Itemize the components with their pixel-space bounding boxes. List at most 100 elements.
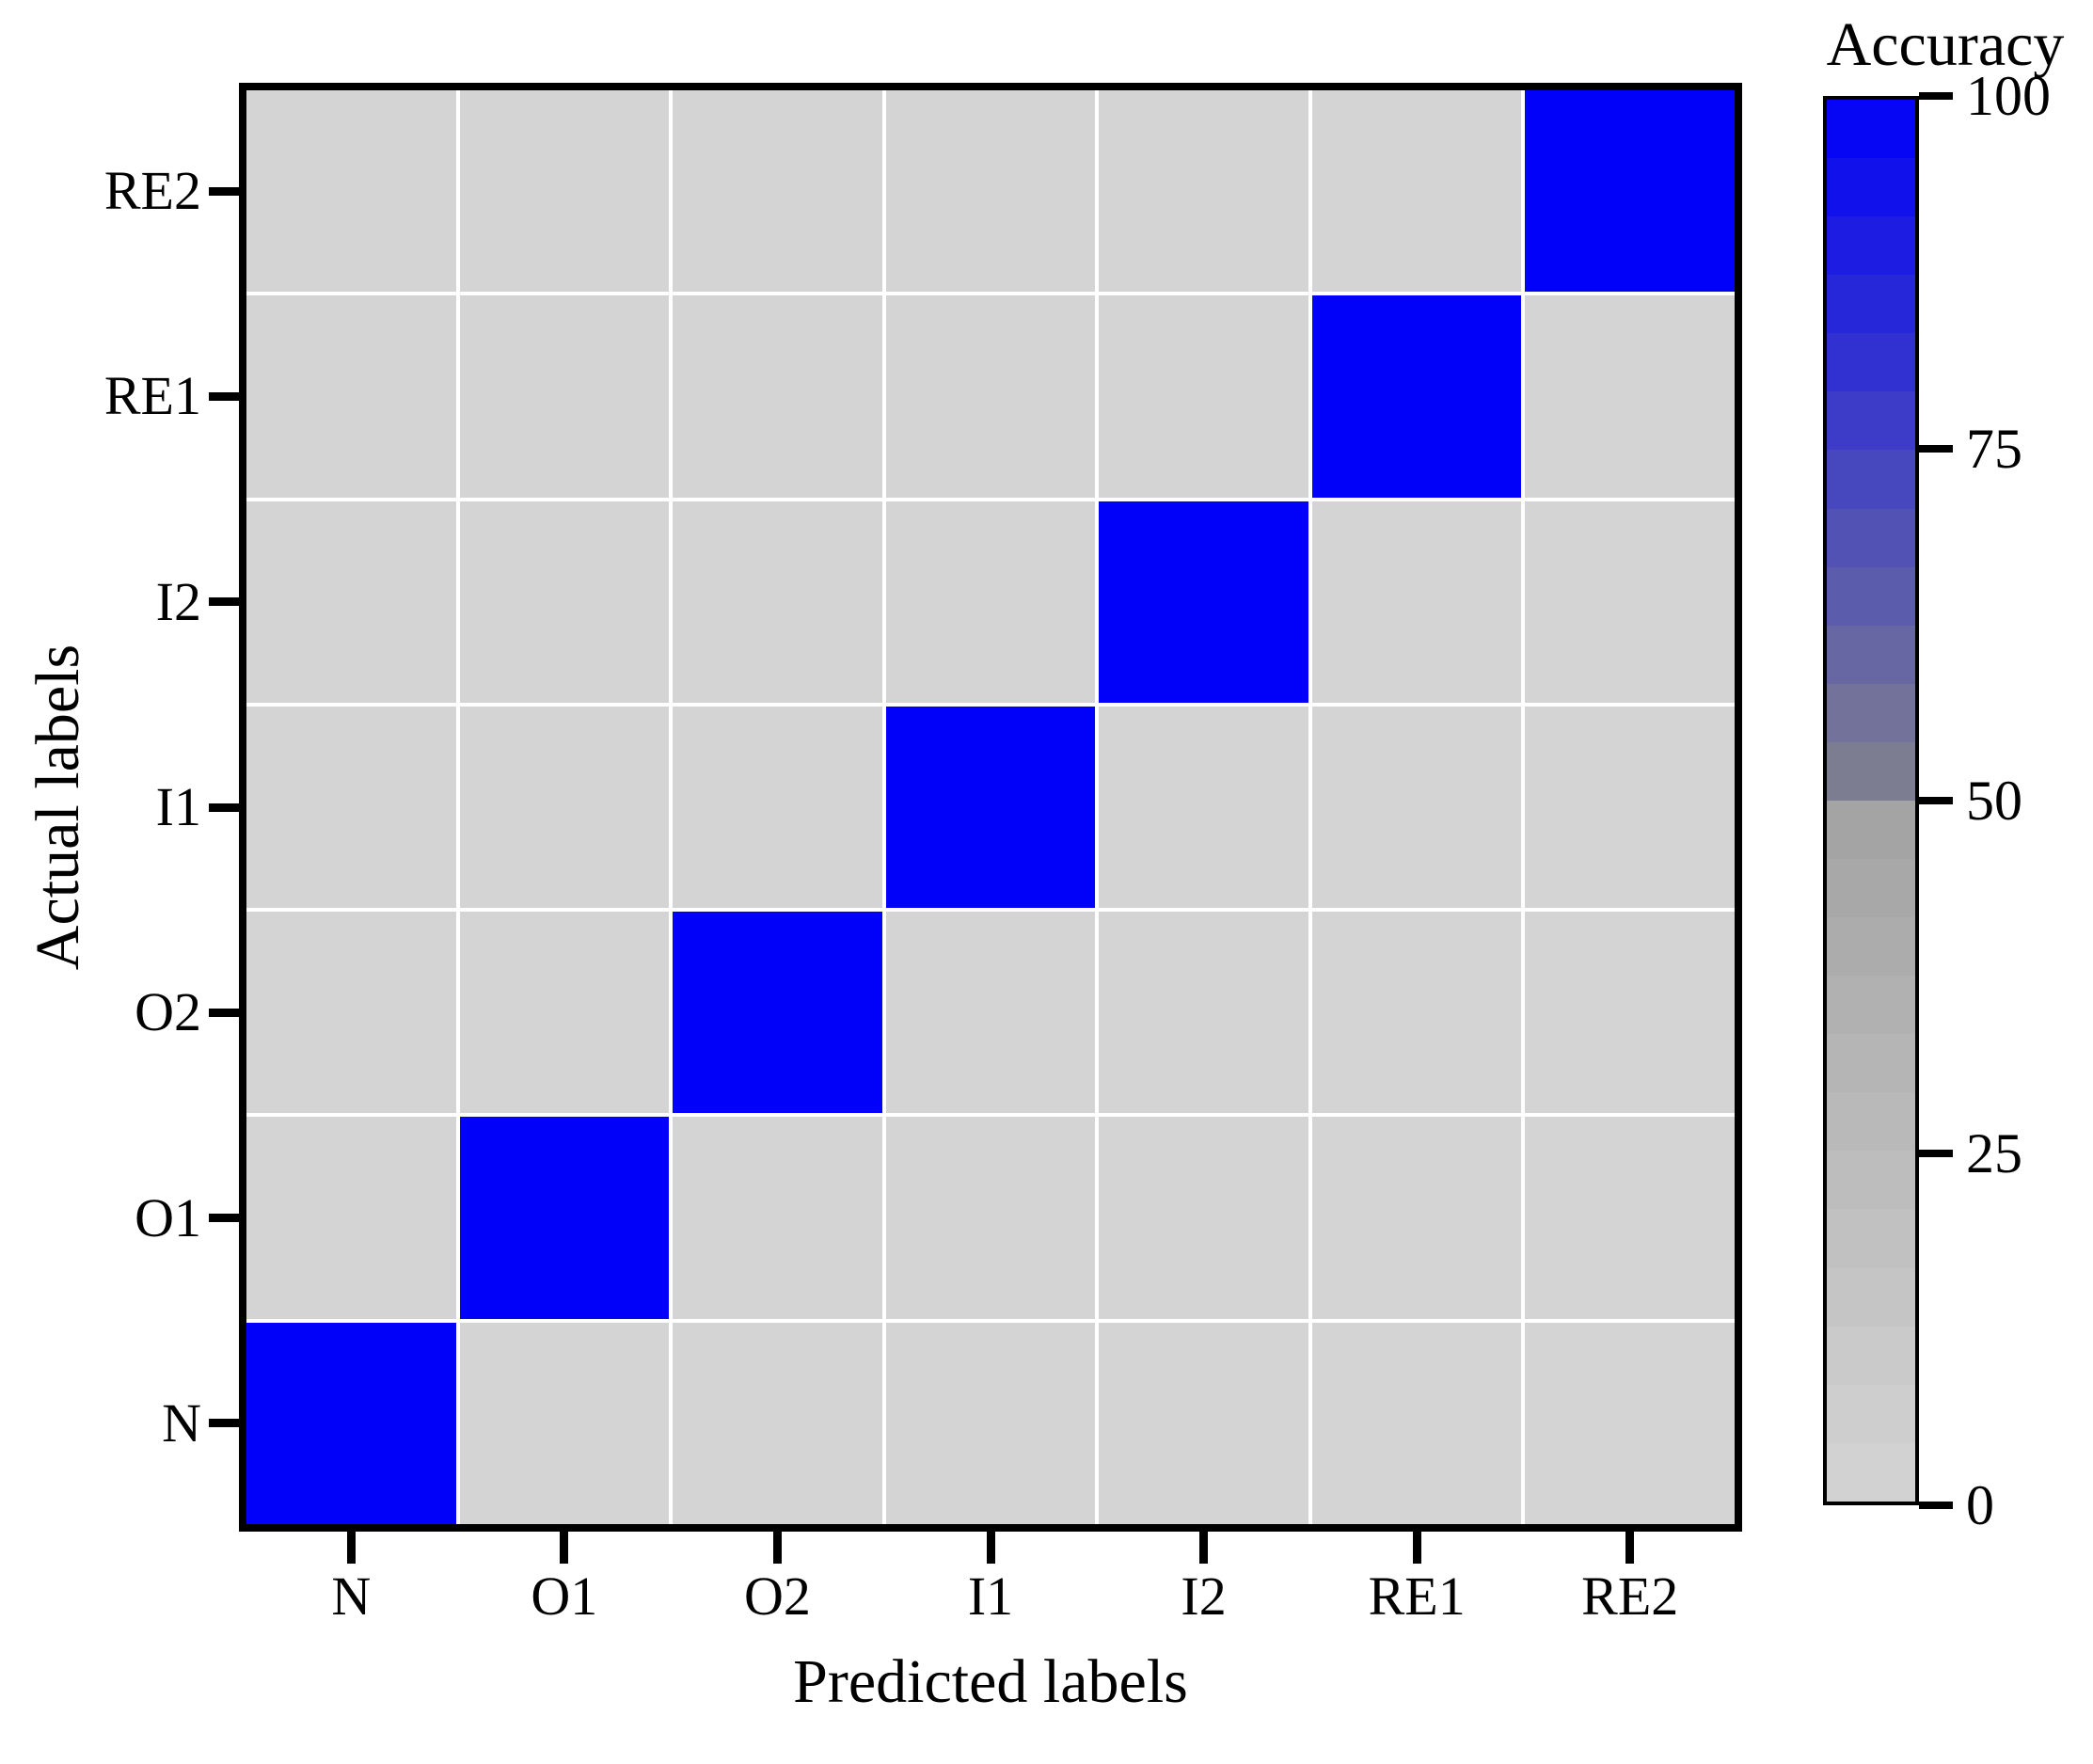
x-tick-mark — [560, 1532, 569, 1564]
matrix-cell — [1311, 1117, 1522, 1319]
matrix-cell — [246, 501, 456, 703]
colorbar-band — [1827, 391, 1915, 451]
matrix-cell — [885, 501, 1096, 703]
y-tick-mark — [209, 597, 239, 607]
colorbar-band — [1827, 216, 1915, 276]
colorbar-band — [1827, 1034, 1915, 1093]
matrix-cell — [1525, 295, 1735, 498]
colorbar-band — [1827, 859, 1915, 918]
colorbar-band — [1827, 508, 1915, 567]
y-tick-mark — [209, 186, 239, 196]
matrix-cell — [885, 295, 1096, 498]
colorbar-band — [1827, 1384, 1915, 1443]
matrix-cell — [1525, 1117, 1735, 1319]
matrix-cell — [246, 295, 456, 498]
colorbar-tick-mark — [1919, 92, 1953, 100]
matrix-cell — [246, 90, 456, 293]
colorbar-tick-mark — [1919, 1502, 1953, 1509]
matrix-cell — [1099, 912, 1308, 1114]
y-tick-mark — [209, 1214, 239, 1223]
y-tick-label: N — [162, 1391, 201, 1454]
colorbar-tick-mark — [1919, 797, 1953, 804]
colorbar-band — [1827, 333, 1915, 392]
colorbar-tick-mark — [1919, 444, 1953, 453]
colorbar — [1823, 96, 1919, 1505]
matrix-cell — [459, 1117, 670, 1319]
colorbar-band — [1827, 1151, 1915, 1210]
x-tick-label: RE2 — [1581, 1565, 1679, 1627]
matrix-cell — [1311, 706, 1522, 909]
matrix-cell — [885, 1117, 1096, 1319]
y-tick-mark — [209, 803, 239, 812]
colorbar-tick-label: 75 — [1966, 417, 2022, 480]
colorbar-tick-label: 25 — [1966, 1121, 2022, 1184]
matrix-cell — [673, 1322, 882, 1524]
matrix-cell — [246, 1117, 456, 1319]
colorbar-band — [1827, 566, 1915, 626]
matrix-cell — [459, 912, 670, 1114]
x-tick-label: O2 — [743, 1565, 811, 1627]
colorbar-band — [1827, 1267, 1915, 1327]
matrix-cell — [673, 295, 882, 498]
matrix-cell — [673, 90, 882, 293]
y-tick-label: RE1 — [103, 365, 201, 427]
matrix-cell — [459, 90, 670, 293]
matrix-cell — [1099, 295, 1308, 498]
x-tick-mark — [1625, 1532, 1635, 1564]
matrix-cell — [1525, 1322, 1735, 1524]
matrix-cell — [673, 501, 882, 703]
matrix-cell — [1311, 501, 1522, 703]
y-axis-title: Actual labels — [24, 644, 92, 971]
y-tick-mark — [209, 391, 239, 401]
matrix-cell — [673, 912, 882, 1114]
x-tick-label: O1 — [531, 1565, 598, 1627]
matrix-cell — [885, 1322, 1096, 1524]
matrix-cell — [459, 295, 670, 498]
matrix-cell — [673, 1117, 882, 1319]
y-tick-label: I1 — [155, 776, 201, 837]
colorbar-band — [1827, 450, 1915, 509]
matrix-cell — [1311, 912, 1522, 1114]
y-tick-mark — [209, 1008, 239, 1017]
matrix-cell — [246, 706, 456, 909]
colorbar-tick-mark — [1919, 1149, 1953, 1157]
colorbar-tick-label: 0 — [1966, 1474, 1994, 1536]
colorbar-band — [1827, 158, 1915, 217]
x-tick-mark — [986, 1532, 995, 1564]
y-tick-label: O2 — [135, 981, 201, 1043]
colorbar-tick-label: 100 — [1966, 65, 2051, 127]
x-tick-mark — [1199, 1532, 1209, 1564]
matrix-cell — [1525, 501, 1735, 703]
matrix-cell — [1311, 1322, 1522, 1524]
matrix-cell — [1311, 90, 1522, 293]
matrix-cell — [1099, 1117, 1308, 1319]
x-tick-mark — [346, 1532, 356, 1564]
matrix-cell — [885, 912, 1096, 1114]
colorbar-tick-label: 50 — [1966, 770, 2022, 832]
y-tick-label: O1 — [135, 1186, 201, 1248]
matrix-cell — [1525, 90, 1735, 293]
colorbar-band — [1827, 625, 1915, 684]
matrix-cell — [1099, 90, 1308, 293]
colorbar-band — [1827, 976, 1915, 1035]
y-tick-mark — [209, 1419, 239, 1428]
matrix-cell — [459, 1322, 670, 1524]
colorbar-band — [1827, 1092, 1915, 1152]
matrix-cell — [1099, 706, 1308, 909]
matrix-cell — [1525, 706, 1735, 909]
x-axis-title: Predicted labels — [793, 1647, 1188, 1716]
matrix-cell — [1525, 912, 1735, 1114]
colorbar-band — [1827, 800, 1915, 860]
colorbar-band — [1827, 683, 1915, 742]
x-tick-mark — [1412, 1532, 1421, 1564]
y-tick-label: RE2 — [103, 160, 201, 222]
matrix-cell — [673, 706, 882, 909]
heatmap-grid — [239, 83, 1742, 1532]
x-tick-mark — [772, 1532, 782, 1564]
colorbar-band — [1827, 100, 1915, 159]
x-tick-label: RE1 — [1368, 1565, 1466, 1627]
x-tick-label: I2 — [1181, 1565, 1227, 1627]
matrix-cell — [1311, 295, 1522, 498]
colorbar-band — [1827, 1326, 1915, 1385]
